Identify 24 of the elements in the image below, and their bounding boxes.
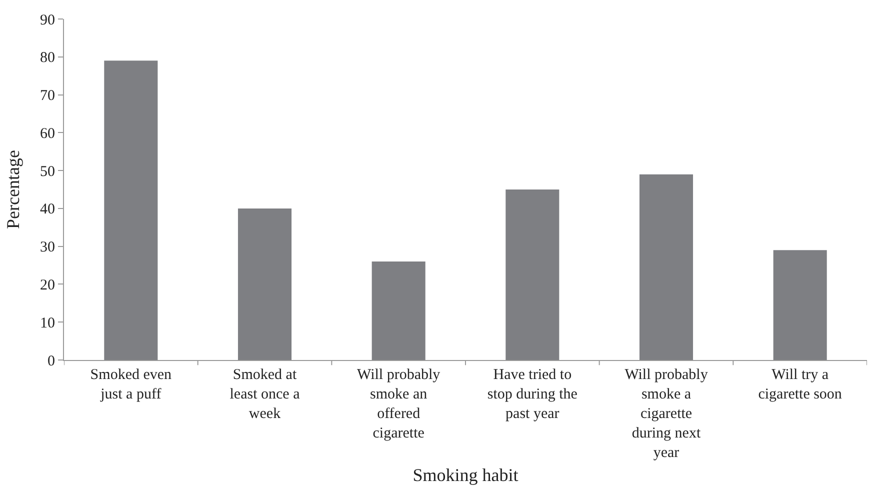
y-tick-label: 0 (48, 353, 55, 370)
x-tick-label: Will probably smoke an offered cigarette (357, 367, 441, 442)
x-tick-label: Smoked even just a puff (90, 367, 172, 402)
y-tick-label: 30 (40, 240, 55, 256)
x-tick-label: Smoked at least once a week (230, 367, 300, 422)
y-tick-label: 20 (40, 277, 55, 294)
bar (104, 60, 158, 360)
y-axis-title: Percentage (3, 150, 24, 229)
bar (506, 190, 560, 360)
bar (639, 174, 694, 360)
bar (773, 250, 827, 360)
y-tick-label: 10 (40, 315, 55, 332)
y-tick-label: 80 (40, 50, 55, 66)
y-tick-label: 60 (40, 126, 55, 142)
x-tick-label: Will probably smoke a cigarette during next year (624, 367, 708, 461)
x-tick-label: Will try a cigarette soon (758, 367, 842, 402)
y-tick-label: 90 (40, 12, 55, 28)
bar (372, 261, 426, 360)
bar (238, 208, 292, 360)
y-tick-label: 50 (40, 164, 55, 180)
x-tick-label: Have tried to stop during the past year (487, 367, 578, 422)
x-axis-title: Smoking habit (412, 465, 518, 486)
y-tick-label: 70 (40, 88, 55, 104)
y-tick-label: 40 (40, 202, 55, 218)
